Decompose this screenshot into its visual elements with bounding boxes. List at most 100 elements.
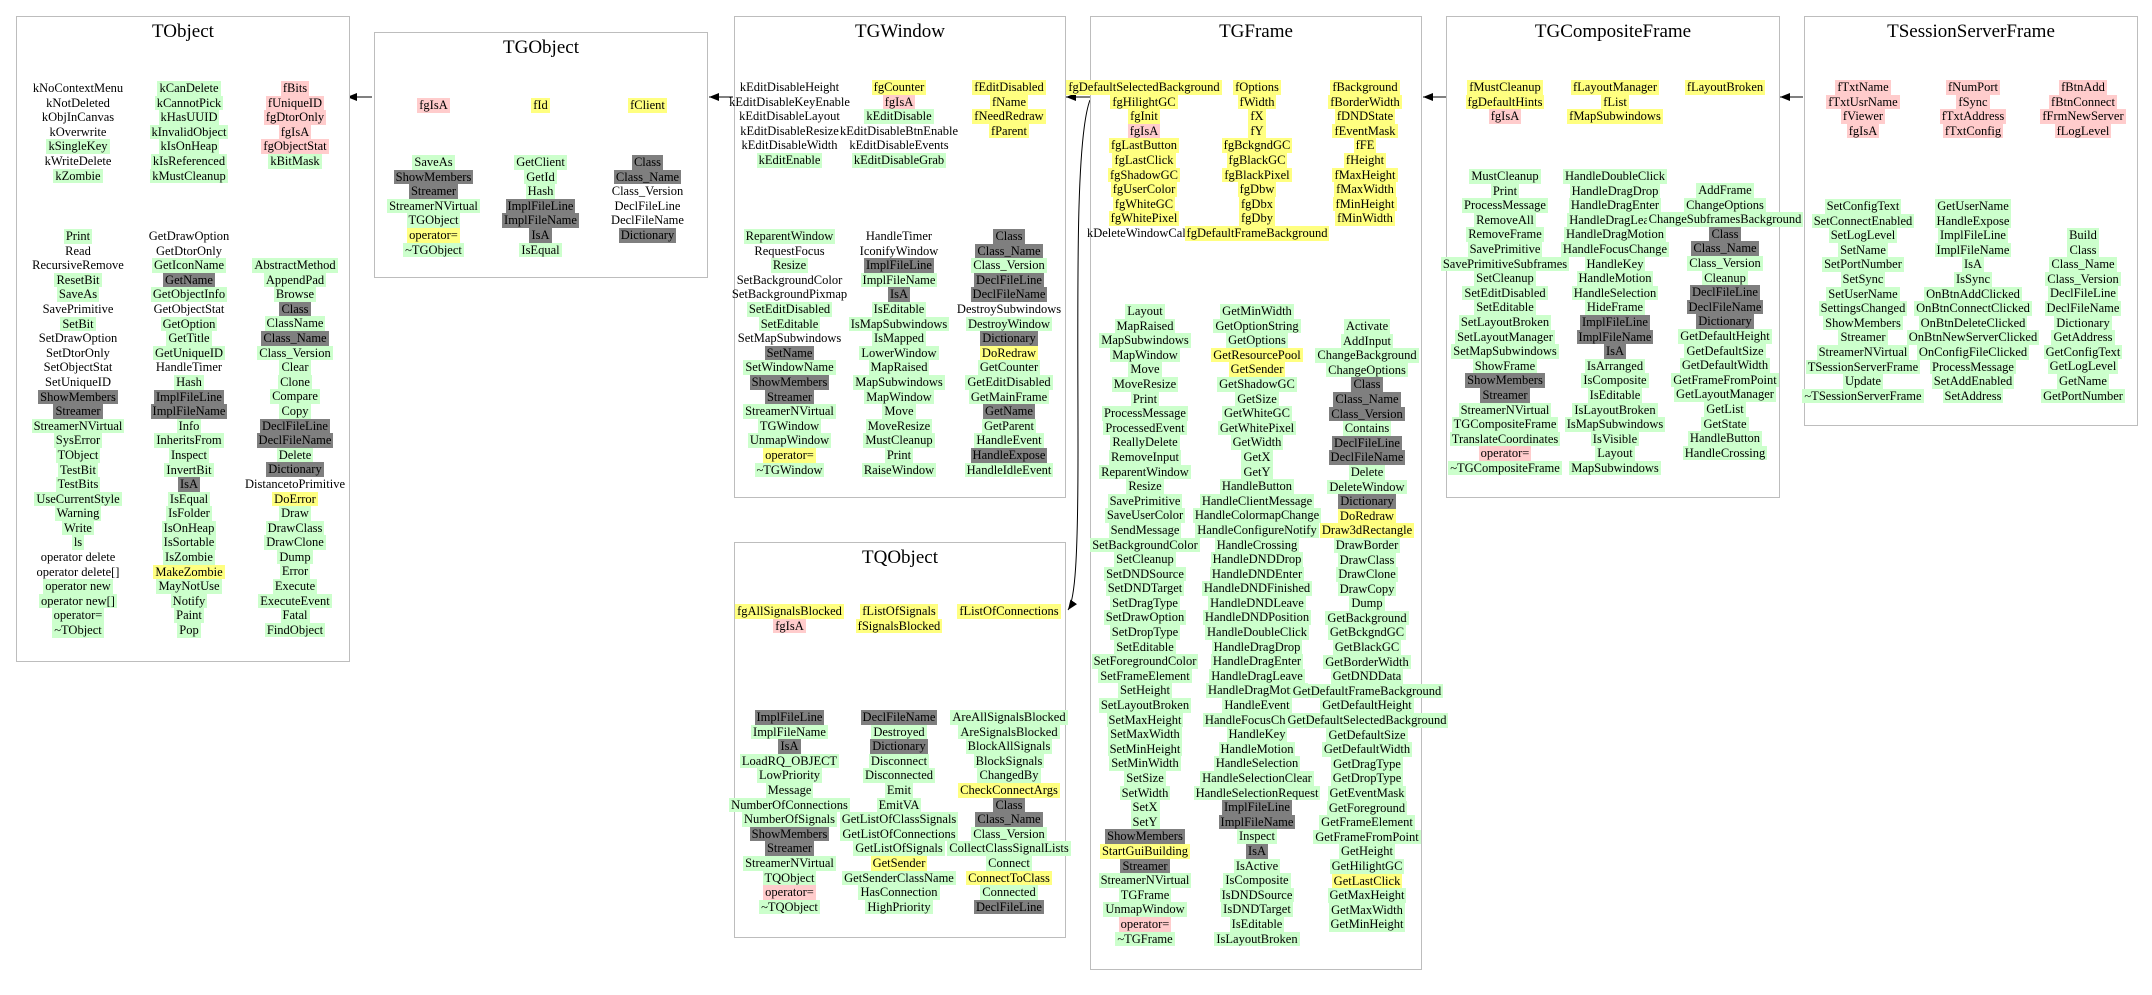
class-member: MapSubwindows <box>853 374 945 390</box>
class-member: SetObjectStat <box>43 360 113 375</box>
member-column: fTxtName fTxtUsrName fViewer fgIsA <box>1809 80 1917 139</box>
class-member: fX <box>1248 109 1266 124</box>
class-member: RaiseWindow <box>861 462 937 478</box>
class-member: GetDropType <box>1330 771 1404 786</box>
class-member: SetWindowName <box>743 360 836 375</box>
class-member: operator= <box>407 227 460 243</box>
class-member: AbstractMethod <box>252 258 338 273</box>
member-column: fgDefaultSelectedBackground fgHilightGC fg… <box>1066 80 1222 241</box>
class-member: Dictionary <box>1338 494 1396 509</box>
class-member: IsEditable <box>1229 916 1285 932</box>
class-member: Layout <box>1595 446 1635 461</box>
class-member: ShowMembers <box>1823 315 1903 331</box>
class-member: HandleDragLeave <box>1567 212 1663 228</box>
class-member: fgDby <box>1239 211 1275 226</box>
member-column: SaveAs ShowMembers Streamer StreamerNVirtua… <box>381 155 486 258</box>
class-member: GetSender <box>870 855 928 871</box>
class-member: SysError <box>53 433 103 448</box>
class-member: fEditDisabled <box>972 80 1046 95</box>
class-member: IsSync <box>1953 271 1993 287</box>
class-member: HandleKey <box>1226 727 1288 742</box>
class-member: SettingsChanged <box>1818 301 1908 316</box>
member-column: fListOfConnections <box>955 604 1063 619</box>
class-member: fgDefaultSelectedBackground <box>1066 80 1222 95</box>
member-column: fNumPort fSync fTxtAddress fTxtConfig <box>1919 80 2027 139</box>
class-member: fWidth <box>1237 94 1277 110</box>
class-member: fgWhiteGC <box>1112 196 1176 212</box>
class-member: IsEditable <box>871 301 927 317</box>
class-member: GetLastClick <box>1331 873 1403 889</box>
class-member: GetFrameFromPoint <box>1671 372 1779 388</box>
class-member: SavePrimitive <box>1467 241 1543 257</box>
class-member: ImplFileLine <box>505 198 576 214</box>
class-member: SetCleanup <box>1114 552 1176 567</box>
class-member: TestBits <box>55 477 101 492</box>
member-column: fClient <box>595 98 700 113</box>
class-member: HandleIdleEvent <box>964 462 1054 478</box>
class-member: IsLayoutBroken <box>1214 931 1300 947</box>
member-column: HandleTimer IconifyWindow ImplFileLine Impl… <box>845 229 953 478</box>
class-member: HandleSelectionRequest <box>1193 785 1321 801</box>
class-member: Class <box>279 301 311 317</box>
class-member: fClient <box>628 98 667 113</box>
class-member: DeclFileLine <box>2048 286 2118 301</box>
class-member: SetForegroundColor <box>1091 654 1199 669</box>
class-member: InheritsFrom <box>154 433 224 448</box>
class-member: kNotDeleted <box>46 95 110 110</box>
class-member: StreamerNVirtual <box>743 855 836 871</box>
class-member: Streamer <box>1120 858 1170 874</box>
class-member: SetEditable <box>1114 639 1176 655</box>
class-member: DoRedraw <box>979 345 1039 361</box>
class-member: ConnectToClass <box>966 870 1052 886</box>
class-member: IsEditable <box>1587 387 1643 403</box>
class-member: MustCleanup <box>863 433 935 448</box>
member-column: GetClient GetId Hash ImplFileLine ImplFileNa… <box>488 155 593 258</box>
class-member: operator= <box>763 447 816 463</box>
member-column: Activate AddInput ChangeBackground ChangeOp… <box>1285 319 1449 932</box>
class-member: ~TObject <box>52 623 104 638</box>
class-member: fgHilightGC <box>1110 94 1178 110</box>
class-member: GetParent <box>982 418 1036 434</box>
member-column: fgIsA <box>381 98 486 113</box>
class-member: fViewer <box>1840 109 1886 124</box>
class-member: DeclFileLine <box>260 418 330 434</box>
class-member: ChangeBackground <box>1315 348 1419 363</box>
member-column: Class Class_Name Class_Version DeclFileLine… <box>595 155 700 243</box>
class-member: IsA <box>1961 257 1985 272</box>
class-member: Print <box>884 447 914 463</box>
class-member: ReparentWindow <box>1099 464 1191 480</box>
member-column: fgCounter fgIsA kEditDisable kEditDisableBt… <box>840 80 958 168</box>
class-member: GetListOfConnections <box>840 826 958 842</box>
class-member: ReallyDelete <box>1110 435 1180 450</box>
class-member: DeclFileLine <box>1690 285 1760 300</box>
class-member: SetName <box>764 345 815 361</box>
class-member: ResetBit <box>54 272 102 288</box>
class-member: GetDefaultFrameBackground <box>1290 683 1444 699</box>
class-member: fgUserColor <box>1110 182 1178 197</box>
class-member: fBorderWidth <box>1328 94 1402 110</box>
class-member: SetCleanup <box>1474 271 1536 286</box>
class-member: GetDragType <box>1331 756 1403 772</box>
class-member: Print <box>1130 391 1160 407</box>
class-member: StreamerNVirtual <box>31 418 125 434</box>
class-member: HandleSelectionClear <box>1200 771 1314 786</box>
class-member: operator= <box>763 885 816 900</box>
class-member: fParent <box>988 123 1030 139</box>
class-box-tobject: TObject kNoContextMenu kNotDeleted kObjInC… <box>16 16 350 662</box>
class-member: Class_Name <box>975 243 1043 259</box>
class-member: ImplFileName <box>1934 242 2012 258</box>
class-member: fgLastClick <box>1112 152 1176 168</box>
class-member: HasConnection <box>858 885 940 900</box>
class-member: Move <box>1128 362 1162 377</box>
class-member: LoadRQ_OBJECT <box>739 753 840 769</box>
class-member: kEditDisableEvents <box>849 138 949 153</box>
class-member: IsMapSubwindows <box>1564 417 1666 432</box>
class-member: ImplFileName <box>751 724 828 740</box>
class-member: HandleConfigureNotify <box>1195 522 1319 538</box>
class-member: UseCurrentStyle <box>34 491 122 507</box>
member-column: fOptions fWidth fX fY fgBckgndGC fgBlackGC fgB… <box>1184 80 1330 241</box>
class-member: HandleMotion <box>1218 741 1296 757</box>
class-member: MoveResize <box>1111 376 1179 392</box>
class-member: Class <box>1709 226 1741 242</box>
class-member: fgObjectStat <box>261 139 329 154</box>
